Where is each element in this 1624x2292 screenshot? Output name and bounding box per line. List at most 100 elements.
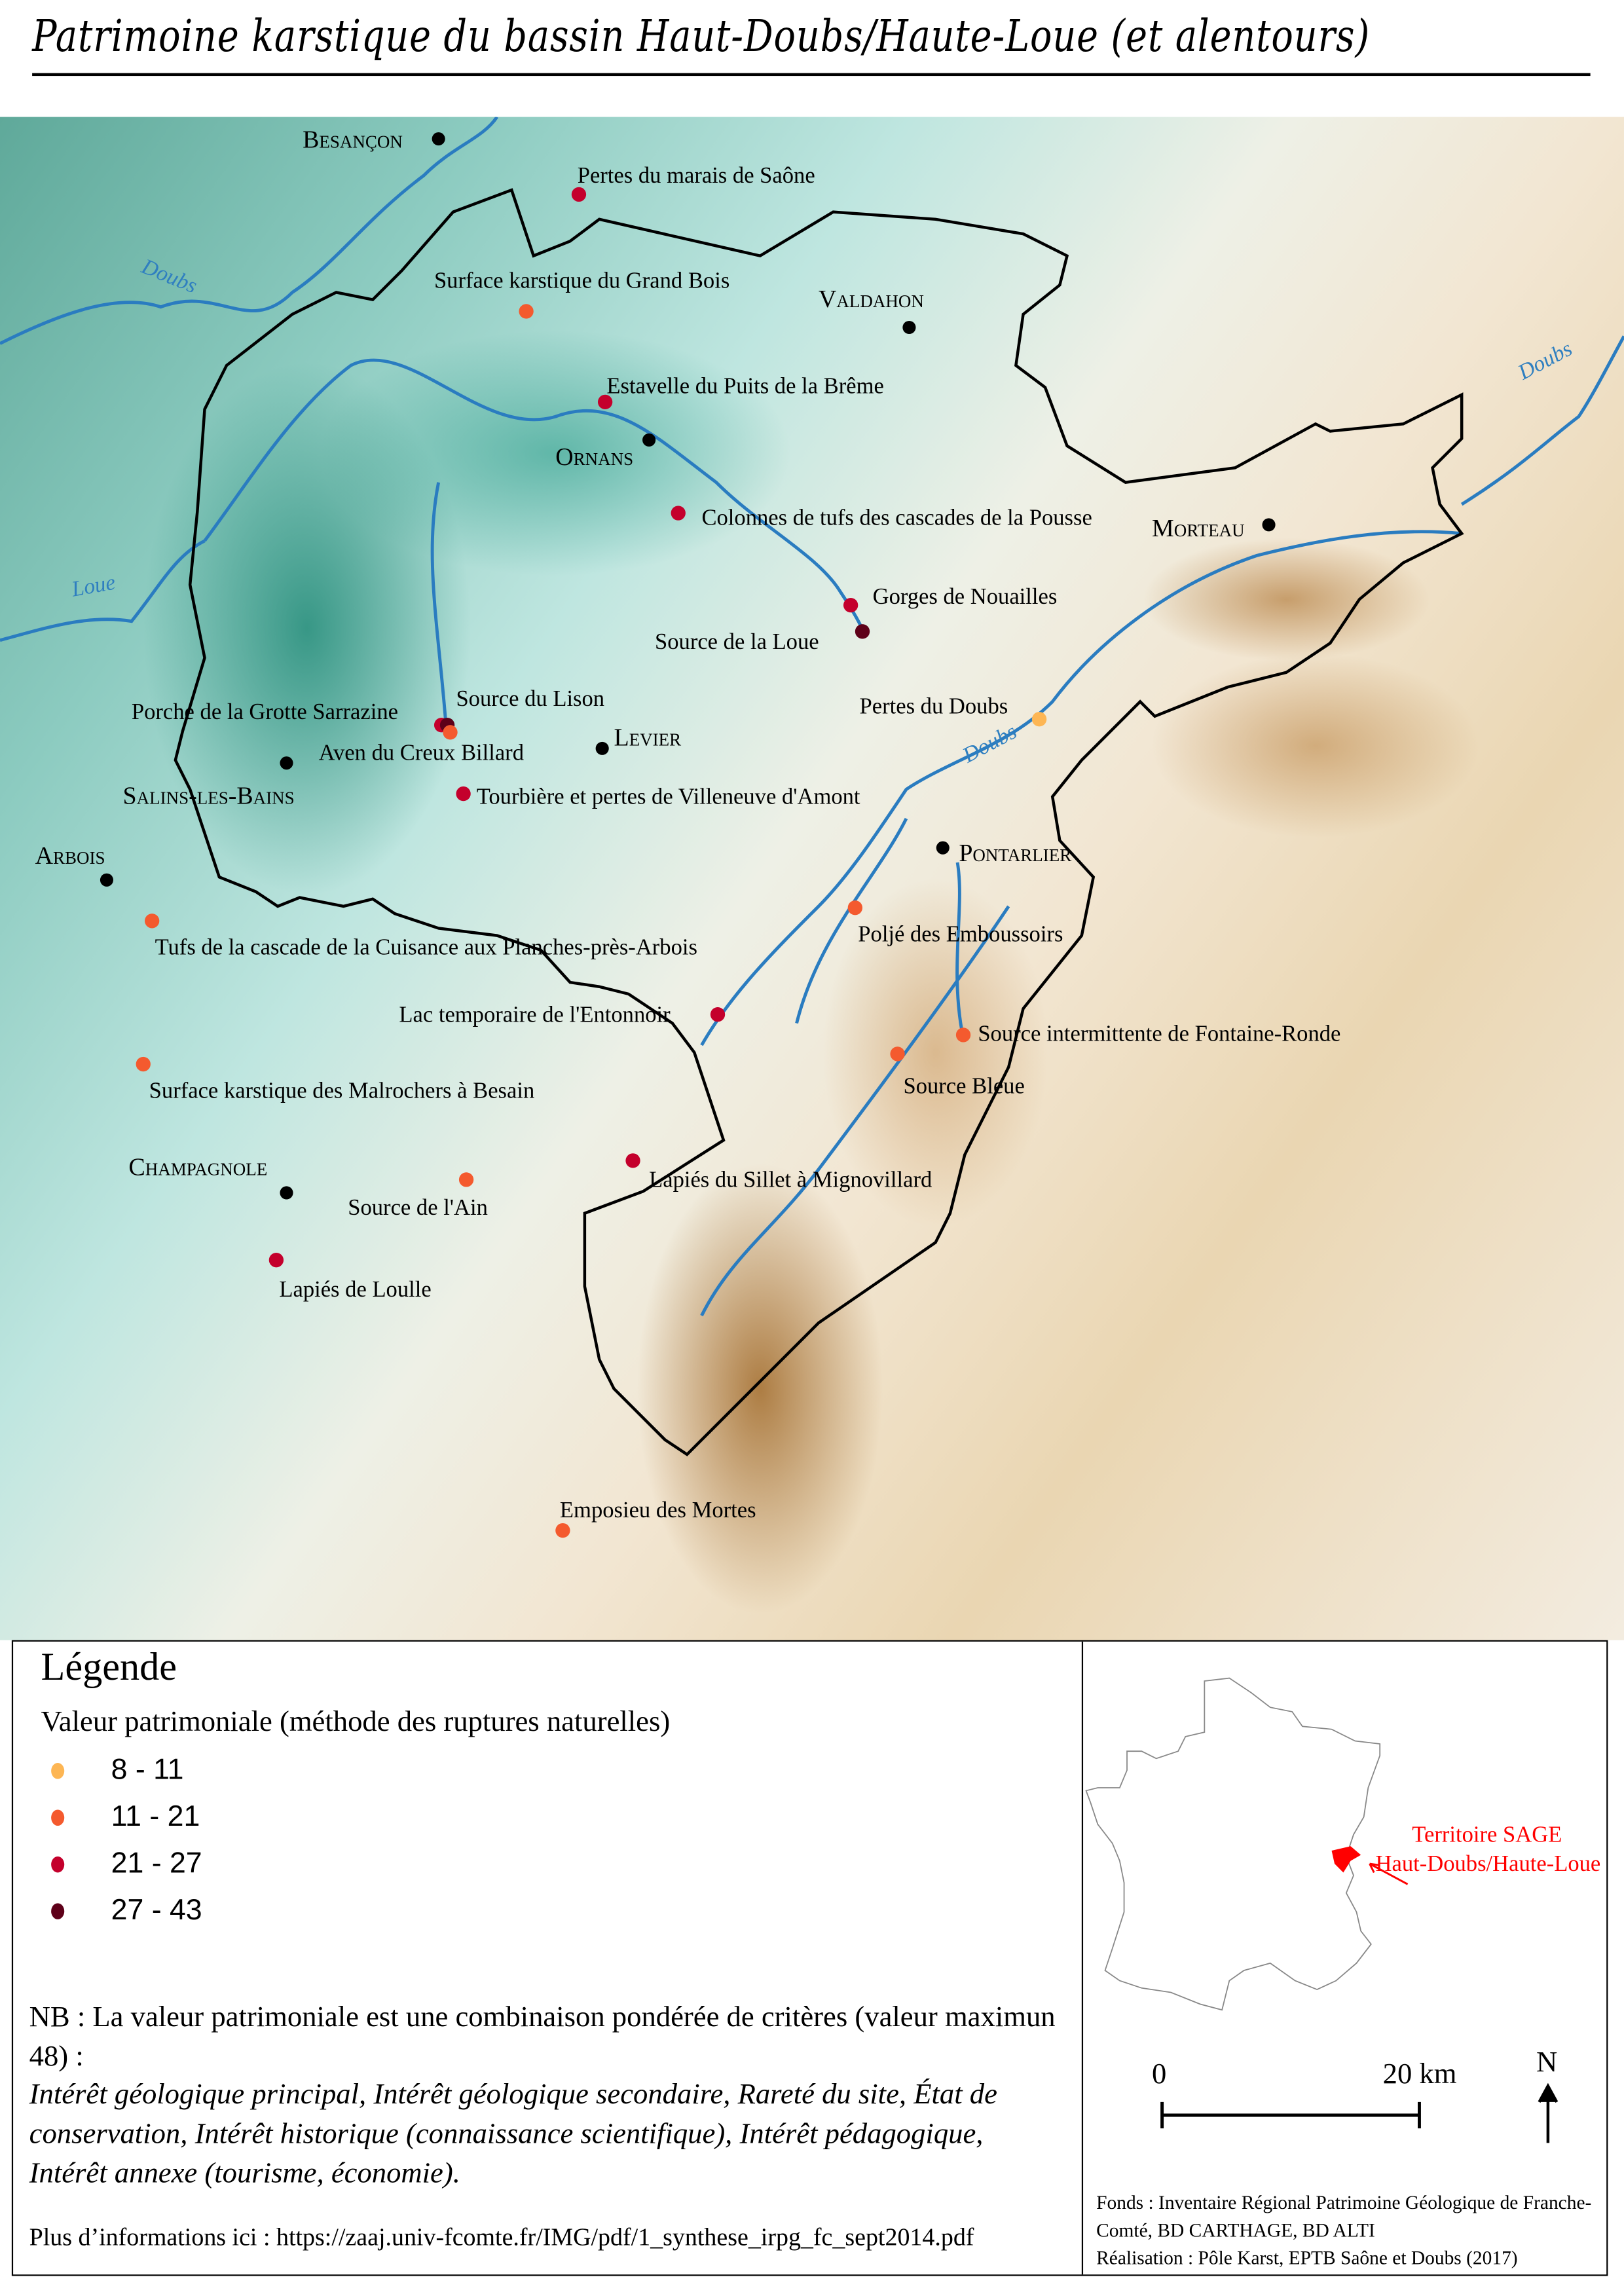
- site-marker-source-bleue[interactable]: [890, 1046, 905, 1062]
- site-marker-surface-karstique-du-grand-bois[interactable]: [519, 304, 534, 319]
- dot-icon: [51, 1903, 65, 1919]
- site-marker-lapies-de-loulle[interactable]: [268, 1252, 284, 1268]
- sites-layer: Pertes du marais de Saône Surface karstiq…: [132, 163, 1340, 1538]
- inset-panel: Territoire SAGE Haut-Doubs/Haute-Loue 0 …: [1085, 1677, 1601, 2143]
- scale-bar: [1160, 2101, 1421, 2129]
- river-loue: [203, 358, 867, 637]
- legend-divider: [1081, 1641, 1084, 2275]
- scale-end: 20 km: [1383, 2057, 1457, 2090]
- map-overlay: Doubs Loue Doubs Doubs Besançon Valdahon Orna…: [0, 117, 1624, 1538]
- dot-icon: [51, 1763, 65, 1779]
- site-marker-source-intermittente-de-fontaine-ronde[interactable]: [955, 1027, 971, 1043]
- relief-map: Doubs Loue Doubs Doubs Besançon Valdahon Orna…: [0, 117, 1624, 1640]
- town-marker-champagnole: [280, 1186, 293, 1200]
- site-marker-emposieu-des-mortes[interactable]: [555, 1523, 570, 1538]
- river-label-doubs: Doubs: [138, 254, 200, 298]
- town-label-levier: Levier: [614, 724, 682, 751]
- town-marker-salins-les-bains: [280, 756, 293, 770]
- town-marker-pontarlier: [936, 841, 950, 855]
- site-marker-aven-du-creux-billard[interactable]: [443, 725, 458, 740]
- site-marker-surface-karstique-des-malrochers-a-besain[interactable]: [136, 1056, 151, 1072]
- site-label-colonnes-de-tufs-des-cascades-de-la-pousse: Colonnes de tufs des cascades de la Pous…: [701, 505, 1092, 530]
- credits-sources: Fonds : Inventaire Régional Patrimoine G…: [1096, 2191, 1592, 2241]
- town-marker-ornans: [642, 433, 656, 447]
- site-marker-source-de-la-loue[interactable]: [855, 624, 870, 639]
- site-label-pertes-du-marais-de-saone: Pertes du marais de Saône: [578, 163, 815, 188]
- dot-icon: [51, 1856, 65, 1873]
- sage-territory-inset: [1331, 1846, 1361, 1873]
- legend-item-8-11: 8 - 11: [51, 1754, 184, 1788]
- dot-icon: [51, 1809, 65, 1826]
- site-label-surface-karstique-du-grand-bois: Surface karstique du Grand Bois: [434, 268, 729, 293]
- town-label-champagnole: Champagnole: [128, 1154, 267, 1181]
- rivers: [0, 117, 1624, 1317]
- towns-layer: Besançon Valdahon Ornans Morteau Levier Salin…: [35, 126, 1276, 1200]
- site-marker-polje-des-emboussoirs[interactable]: [847, 900, 862, 915]
- map-title: Patrimoine karstique du bassin Haut-Doub…: [32, 11, 1371, 63]
- river-label-doubs: Doubs: [958, 720, 1020, 768]
- legend-panel: Légende Valeur patrimoniale (méthode des…: [11, 1640, 1608, 2276]
- france-outline: [1085, 1677, 1381, 2011]
- site-label-source-bleue: Source Bleue: [903, 1074, 1024, 1099]
- town-label-arbois: Arbois: [35, 842, 105, 870]
- site-marker-gorges-de-nouailles[interactable]: [843, 597, 858, 613]
- site-label-source-intermittente-de-fontaine-ronde: Source intermittente de Fontaine-Ronde: [978, 1021, 1340, 1046]
- site-marker-lapies-du-sillet-a-mignovillard[interactable]: [625, 1153, 640, 1168]
- site-marker-lac-temporaire-de-l-entonnoir[interactable]: [710, 1007, 726, 1022]
- site-label-porche-de-la-grotte-sarrazine: Porche de la Grotte Sarrazine: [132, 699, 398, 724]
- site-marker-tufs-de-la-cascade-de-la-cuisance-aux-planches-pres-arbois[interactable]: [144, 914, 160, 929]
- town-marker-arbois: [100, 873, 113, 887]
- site-label-estavelle-du-puits-de-la-breme: Estavelle du Puits de la Brême: [606, 373, 883, 398]
- town-label-valdahon: Valdahon: [819, 286, 924, 313]
- town-marker-levier: [595, 741, 609, 755]
- town-label-pontarlier: Pontarlier: [959, 840, 1071, 867]
- river-doubs-north: [0, 117, 498, 345]
- site-label-source-de-la-loue: Source de la Loue: [655, 629, 819, 654]
- title-underline: [32, 73, 1591, 77]
- site-label-source-du-lison: Source du Lison: [456, 686, 604, 711]
- site-label-lapies-de-loulle: Lapiés de Loulle: [279, 1277, 431, 1302]
- legend-item-label: 8 - 11: [111, 1754, 184, 1786]
- river-doubs-east: [1460, 335, 1624, 506]
- north-arrow-icon: [1538, 2082, 1559, 2143]
- site-label-emposieu-des-mortes: Emposieu des Mortes: [560, 1498, 756, 1523]
- legend-note: NB : La valeur patrimoniale est une comb…: [29, 2001, 1056, 2073]
- credits: Fonds : Inventaire Régional Patrimoine G…: [1096, 2189, 1600, 2272]
- inset-label-line2: Haut-Doubs/Haute-Loue: [1376, 1851, 1601, 1876]
- site-marker-source-de-l-ain[interactable]: [458, 1172, 474, 1187]
- site-label-surface-karstique-des-malrochers-a-besain: Surface karstique des Malrochers à Besai…: [149, 1078, 535, 1103]
- river-loue-west: [0, 539, 206, 642]
- legend-item-label: 11 - 21: [111, 1801, 200, 1834]
- site-label-tufs-de-la-cascade-de-la-cuisance-aux-planches-pres-arbois: Tufs de la cascade de la Cuisance aux Pl…: [155, 935, 697, 960]
- more-info-link[interactable]: Plus d’informations ici : https://zaaj.u…: [29, 2223, 974, 2251]
- site-label-lac-temporaire-de-l-entonnoir: Lac temporaire de l'Entonnoir: [399, 1002, 671, 1027]
- town-label-besancon: Besançon: [303, 126, 403, 153]
- site-marker-colonnes-de-tufs-des-cascades-de-la-pousse[interactable]: [671, 506, 686, 521]
- site-marker-pertes-du-doubs[interactable]: [1031, 712, 1047, 727]
- river-label-loue: Loue: [69, 570, 117, 602]
- credits-author: Réalisation : Pôle Karst, EPTB Saône et …: [1096, 2246, 1518, 2269]
- site-label-source-de-l-ain: Source de l'Ain: [348, 1195, 488, 1220]
- legend-item-21-27: 21 - 27: [51, 1848, 202, 1881]
- town-marker-valdahon: [902, 320, 916, 335]
- site-label-gorges-de-nouailles: Gorges de Nouailles: [873, 584, 1058, 609]
- legend-criteria: Intérêt géologique principal, Intérêt gé…: [29, 2079, 997, 2190]
- site-label-pertes-du-doubs: Pertes du Doubs: [860, 693, 1008, 718]
- site-marker-tourbiere-et-pertes-de-villeneuve-d-amont[interactable]: [456, 786, 471, 802]
- site-marker-estavelle-du-puits-de-la-breme[interactable]: [597, 394, 613, 410]
- river-doubs-upper: [700, 530, 1462, 1317]
- site-label-aven-du-creux-billard: Aven du Creux Billard: [319, 741, 524, 766]
- scale-start: 0: [1152, 2057, 1166, 2090]
- legend-item-label: 21 - 27: [111, 1847, 202, 1880]
- town-label-morteau: Morteau: [1152, 515, 1245, 542]
- town-label-salins-les-bains: Salins-les-Bains: [123, 783, 295, 810]
- site-label-tourbiere-et-pertes-de-villeneuve-d-amont: Tourbière et pertes de Villeneuve d'Amon…: [477, 785, 860, 809]
- site-label-lapies-du-sillet-a-mignovillard: Lapiés du Sillet à Mignovillard: [649, 1168, 932, 1192]
- legend-item-11-21: 11 - 21: [51, 1801, 200, 1834]
- inset-label-line1: Territoire SAGE: [1412, 1822, 1562, 1847]
- site-marker-pertes-du-marais-de-saone[interactable]: [571, 187, 587, 202]
- legend-subtitle: Valeur patrimoniale (méthode des rupture…: [41, 1705, 671, 1739]
- legend-item-27-43: 27 - 43: [51, 1895, 202, 1928]
- town-marker-morteau: [1262, 518, 1276, 532]
